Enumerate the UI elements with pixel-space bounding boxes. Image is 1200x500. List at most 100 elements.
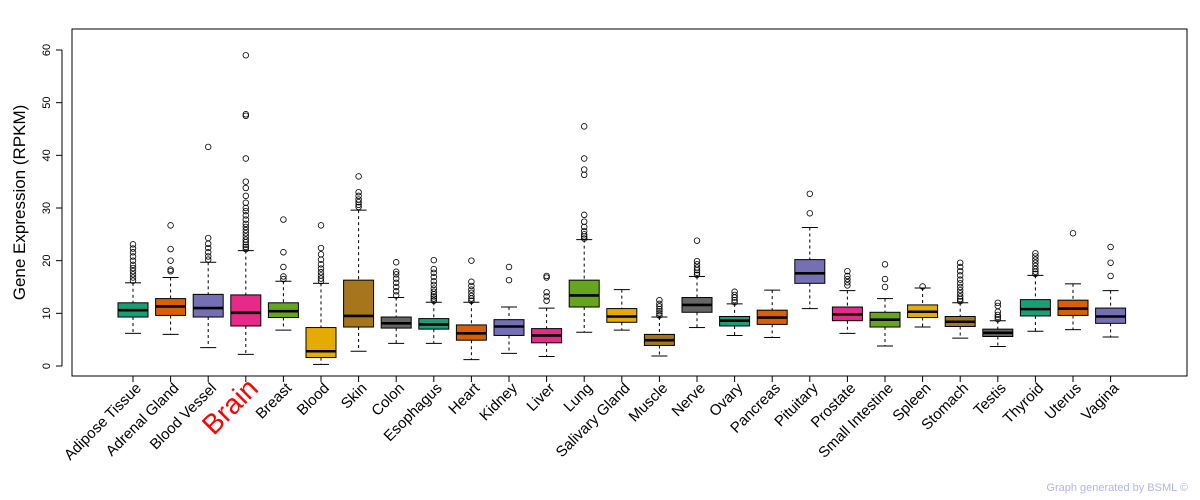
- outlier-point: [1107, 272, 1114, 280]
- outlier-point: [430, 273, 437, 281]
- outlier-point: [204, 244, 212, 252]
- outlier-point: [242, 112, 249, 120]
- outlier-point: [430, 256, 437, 264]
- outlier-point: [468, 297, 475, 304]
- outlier-point: [581, 166, 588, 173]
- outlier-point: [280, 275, 287, 283]
- outlier-point: [957, 276, 964, 283]
- outlier-point: [280, 216, 287, 223]
- outlier-point: [129, 268, 137, 275]
- outlier-point: [468, 257, 475, 264]
- outlier-point: [581, 123, 588, 130]
- outlier-point: [393, 283, 400, 291]
- outlier-point: [242, 111, 249, 118]
- outlier-point: [317, 272, 325, 279]
- outlier-point: [242, 184, 249, 192]
- box-spleen: Spleen: [889, 283, 939, 425]
- outlier-point: [242, 226, 249, 234]
- y-tick-label: 40: [41, 149, 53, 161]
- outlier-point: [543, 297, 550, 304]
- outlier-point: [1032, 256, 1039, 263]
- x-tick-label: Blood: [294, 380, 333, 419]
- outlier-point: [806, 190, 813, 197]
- outlier-point: [957, 272, 964, 279]
- outlier-point: [581, 211, 588, 219]
- outlier-point: [129, 245, 137, 252]
- outlier-point: [430, 265, 437, 273]
- box-lung: Lung: [560, 123, 600, 415]
- outlier-point: [167, 245, 174, 253]
- x-tick-label: Kidney: [476, 379, 521, 424]
- outlier-point: [317, 269, 325, 276]
- box-ovary: Ovary: [706, 288, 751, 420]
- outlier-point: [317, 275, 325, 282]
- outlier-point: [242, 192, 249, 200]
- outlier-point: [957, 280, 964, 287]
- outlier-point: [317, 261, 325, 268]
- x-tick-label: Uterus: [1042, 380, 1085, 423]
- outlier-point: [280, 263, 287, 271]
- outlier-point: [167, 257, 174, 264]
- outlier-point: [242, 155, 249, 162]
- outlier-point: [1032, 253, 1039, 260]
- outlier-point: [957, 290, 964, 297]
- outlier-point: [693, 237, 701, 244]
- box-prostate: Prostate: [808, 268, 863, 431]
- outlier-point: [242, 52, 249, 59]
- outlier-point: [957, 263, 964, 271]
- outlier-point: [543, 272, 550, 280]
- outlier-point: [430, 297, 437, 304]
- box-testis: Testis: [970, 299, 1014, 419]
- outlier-point: [468, 278, 475, 285]
- outlier-point: [355, 192, 362, 200]
- box-skin: Skin: [338, 173, 375, 412]
- outlier-point: [129, 261, 137, 269]
- outlier-point: [129, 253, 137, 260]
- outlier-point: [581, 235, 588, 242]
- outlier-point: [129, 277, 137, 284]
- box-body: [192, 293, 224, 318]
- outlier-point: [1107, 259, 1114, 266]
- outlier-point: [543, 274, 550, 281]
- box-body: [305, 327, 337, 359]
- x-tick-label: Muscle: [626, 380, 672, 426]
- outlier-point: [881, 283, 889, 291]
- outlier-point: [204, 253, 212, 260]
- outlier-point: [806, 210, 813, 217]
- outlier-point: [656, 296, 663, 304]
- outlier-point: [242, 233, 249, 240]
- x-tick-label: Thyroid: [1000, 380, 1047, 427]
- outlier-point: [1032, 265, 1039, 273]
- box-blood: Blood: [294, 222, 337, 419]
- outlier-point: [1107, 243, 1114, 251]
- outlier-point: [242, 212, 249, 219]
- outlier-point: [242, 223, 249, 231]
- outlier-point: [505, 276, 513, 284]
- box-liver: Liver: [523, 272, 563, 415]
- box-vagina: Vagina: [1078, 243, 1127, 424]
- outlier-point: [355, 188, 362, 196]
- outlier-point: [430, 285, 437, 292]
- y-axis-title: Gene Expression (RPKM): [10, 105, 29, 301]
- outlier-point: [693, 264, 701, 271]
- outlier-point: [731, 299, 738, 306]
- outlier-point: [656, 308, 663, 315]
- outlier-point: [430, 278, 437, 285]
- outlier-point: [242, 243, 249, 251]
- outlier-point: [242, 216, 249, 223]
- box-esophagus: Esophagus: [381, 256, 450, 445]
- box-body: [794, 259, 826, 284]
- outlier-point: [242, 178, 249, 185]
- outlier-point: [844, 275, 851, 283]
- outlier-point: [242, 207, 249, 215]
- outlier-point: [280, 249, 287, 256]
- box-stomach: Stomach: [918, 259, 976, 434]
- outlier-point: [581, 171, 588, 179]
- outlier-point: [393, 259, 400, 266]
- outlier-point: [242, 220, 249, 227]
- outlier-point: [129, 274, 137, 281]
- outlier-point: [693, 257, 701, 265]
- outlier-point: [242, 245, 249, 253]
- outlier-point: [317, 244, 325, 252]
